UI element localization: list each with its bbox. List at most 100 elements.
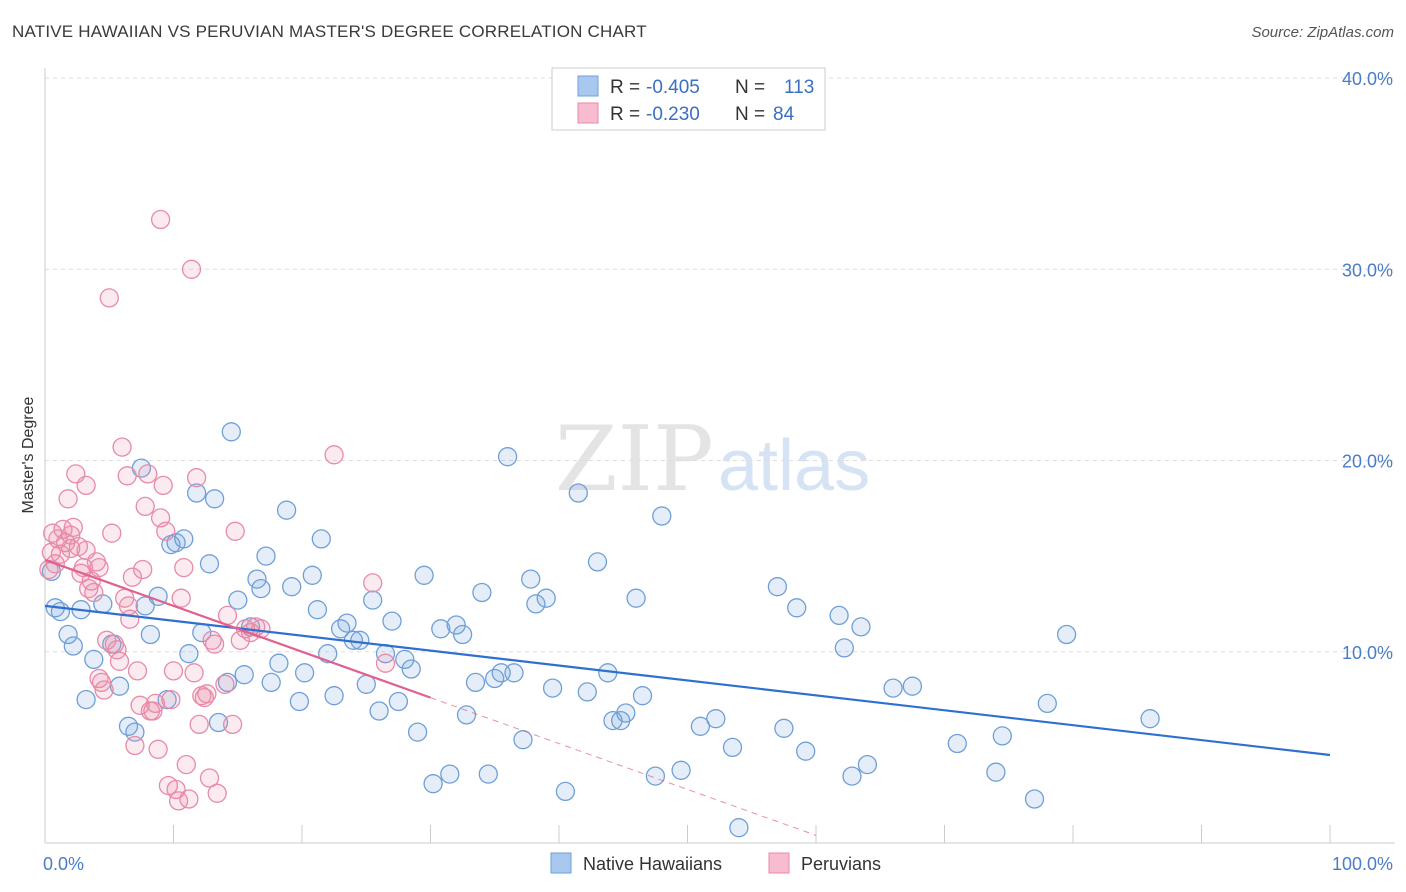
- native-hawaiian-point: [63, 636, 83, 656]
- native-hawaiian-point: [446, 615, 466, 635]
- native-hawaiian-point: [228, 590, 248, 610]
- native-hawaiian-point: [536, 588, 556, 608]
- peruvian-point: [127, 661, 148, 681]
- peruvian-point: [125, 735, 145, 756]
- native-hawaiian-point: [645, 766, 666, 786]
- x-tick-label-min: 0.0%: [43, 854, 84, 874]
- native-hawaiian-point: [388, 691, 409, 712]
- native-hawaiian-point: [256, 546, 276, 566]
- native-hawaiian-point: [109, 676, 130, 696]
- native-hawaiian-point: [311, 529, 331, 549]
- native-hawaiian-point: [50, 601, 71, 622]
- peruvian-point: [143, 701, 163, 721]
- native-hawaiian-point: [452, 624, 473, 645]
- native-hawaiian-point: [729, 818, 749, 838]
- peruvian-point: [161, 689, 181, 710]
- peruvian-point: [207, 783, 227, 803]
- native-hawaiian-point: [690, 716, 711, 736]
- legend-r-label-0: R =: [610, 77, 640, 98]
- native-hawaiian-point: [513, 730, 533, 750]
- native-hawaiian-point: [787, 598, 807, 618]
- native-hawaiian-point: [302, 565, 322, 585]
- native-hawaiian-point: [125, 722, 145, 742]
- peruvian-point: [135, 496, 155, 517]
- native-hawaiian-point: [632, 686, 653, 706]
- y-tick-label: 10.0%: [1342, 643, 1393, 663]
- native-hawaiian-point: [722, 737, 743, 758]
- legend-r-value-0: -0.405: [646, 77, 700, 98]
- peruvian-point: [189, 714, 209, 735]
- native-hawaiian-point: [401, 659, 421, 679]
- native-hawaiian-point: [307, 600, 328, 620]
- legend-swatch-native-hawaiians: [577, 75, 599, 97]
- native-hawaiian-point: [423, 774, 443, 794]
- native-hawaiian-point: [276, 500, 297, 520]
- native-hawaiian-point: [324, 686, 344, 706]
- peruvian-point: [174, 557, 194, 578]
- native-hawaiian-point: [282, 577, 302, 597]
- native-hawaiian-point: [58, 624, 78, 645]
- native-hawaiian-point: [652, 506, 672, 526]
- native-hawaiian-point: [829, 605, 849, 626]
- axes: 10.0% 20.0% 30.0% 40.0% 0.0% 100.0%: [43, 68, 1395, 874]
- peruvian-point: [186, 468, 207, 488]
- y-tick-label: 20.0%: [1342, 452, 1393, 472]
- peruvian-point: [102, 523, 122, 543]
- native-hawaiian-point: [902, 676, 923, 696]
- peruvian-point: [179, 789, 199, 809]
- peruvian-point: [58, 489, 78, 509]
- peruvian-point: [145, 693, 166, 714]
- native-hawaiian-point: [440, 764, 460, 784]
- native-hawaiian-point: [1037, 693, 1057, 714]
- peruvian-point: [176, 754, 196, 775]
- native-hawaiian-point: [671, 760, 691, 780]
- peruvian-point: [107, 640, 127, 660]
- peruvian-point: [163, 661, 184, 681]
- native-hawaiian-point: [234, 665, 254, 685]
- x-tick-label-max: 100.0%: [1332, 854, 1393, 874]
- native-hawaiian-point: [504, 663, 524, 683]
- native-hawaiian-point: [204, 489, 225, 509]
- native-hawaiian-point: [834, 638, 854, 658]
- peruvian-point: [204, 634, 225, 654]
- bottom-legend-label-native-hawaiians: Native Hawaiians: [583, 854, 722, 874]
- native-hawaiian-point: [796, 741, 816, 761]
- peruvian-trend-line: [44, 558, 431, 699]
- trend-lines: [44, 558, 1331, 836]
- peruvian-point: [133, 559, 153, 580]
- stats-legend: R = -0.405 N = 113 R = -0.230 N = 84: [551, 67, 826, 131]
- peruvian-point: [324, 445, 344, 465]
- peruvian-point: [76, 475, 96, 496]
- peruvian-point: [89, 557, 109, 578]
- native-hawaiian-point: [251, 578, 271, 599]
- y-tick-label: 30.0%: [1342, 260, 1393, 280]
- native-hawaiian-point: [456, 705, 477, 725]
- bottom-legend-swatch-peruvians: [768, 852, 790, 874]
- peruvian-point: [109, 651, 130, 671]
- native-hawaiian-point: [857, 754, 878, 775]
- peruvian-point: [230, 630, 250, 650]
- watermark-zip: ZIP: [555, 407, 714, 512]
- peruvian-point: [63, 517, 83, 538]
- peruvian-point: [61, 538, 81, 559]
- watermark-atlas: atlas: [718, 426, 870, 506]
- native-hawaiian-point: [1056, 624, 1077, 645]
- native-hawaiian-point: [337, 613, 357, 633]
- native-hawaiian-point: [626, 588, 646, 608]
- series-legend: Native Hawaiians Peruvians: [550, 852, 881, 874]
- native-hawaiian-point: [247, 569, 267, 589]
- native-hawaiian-point: [350, 630, 370, 650]
- native-hawaiian-point: [289, 691, 310, 712]
- chart-source: Source: ZipAtlas.com: [1251, 24, 1394, 41]
- legend-r-label-1: R =: [610, 104, 640, 125]
- peruvian-point: [84, 582, 104, 603]
- native-hawaiian-point: [587, 552, 608, 572]
- native-hawaiian-point: [568, 483, 588, 503]
- legend-r-value-1: -0.230: [646, 104, 700, 125]
- peruvian-point: [153, 475, 173, 496]
- native-hawaiian-point: [221, 422, 241, 442]
- native-hawaiian-point: [986, 762, 1006, 782]
- native-hawaiian-point: [294, 663, 315, 683]
- native-hawaiian-point: [76, 689, 96, 710]
